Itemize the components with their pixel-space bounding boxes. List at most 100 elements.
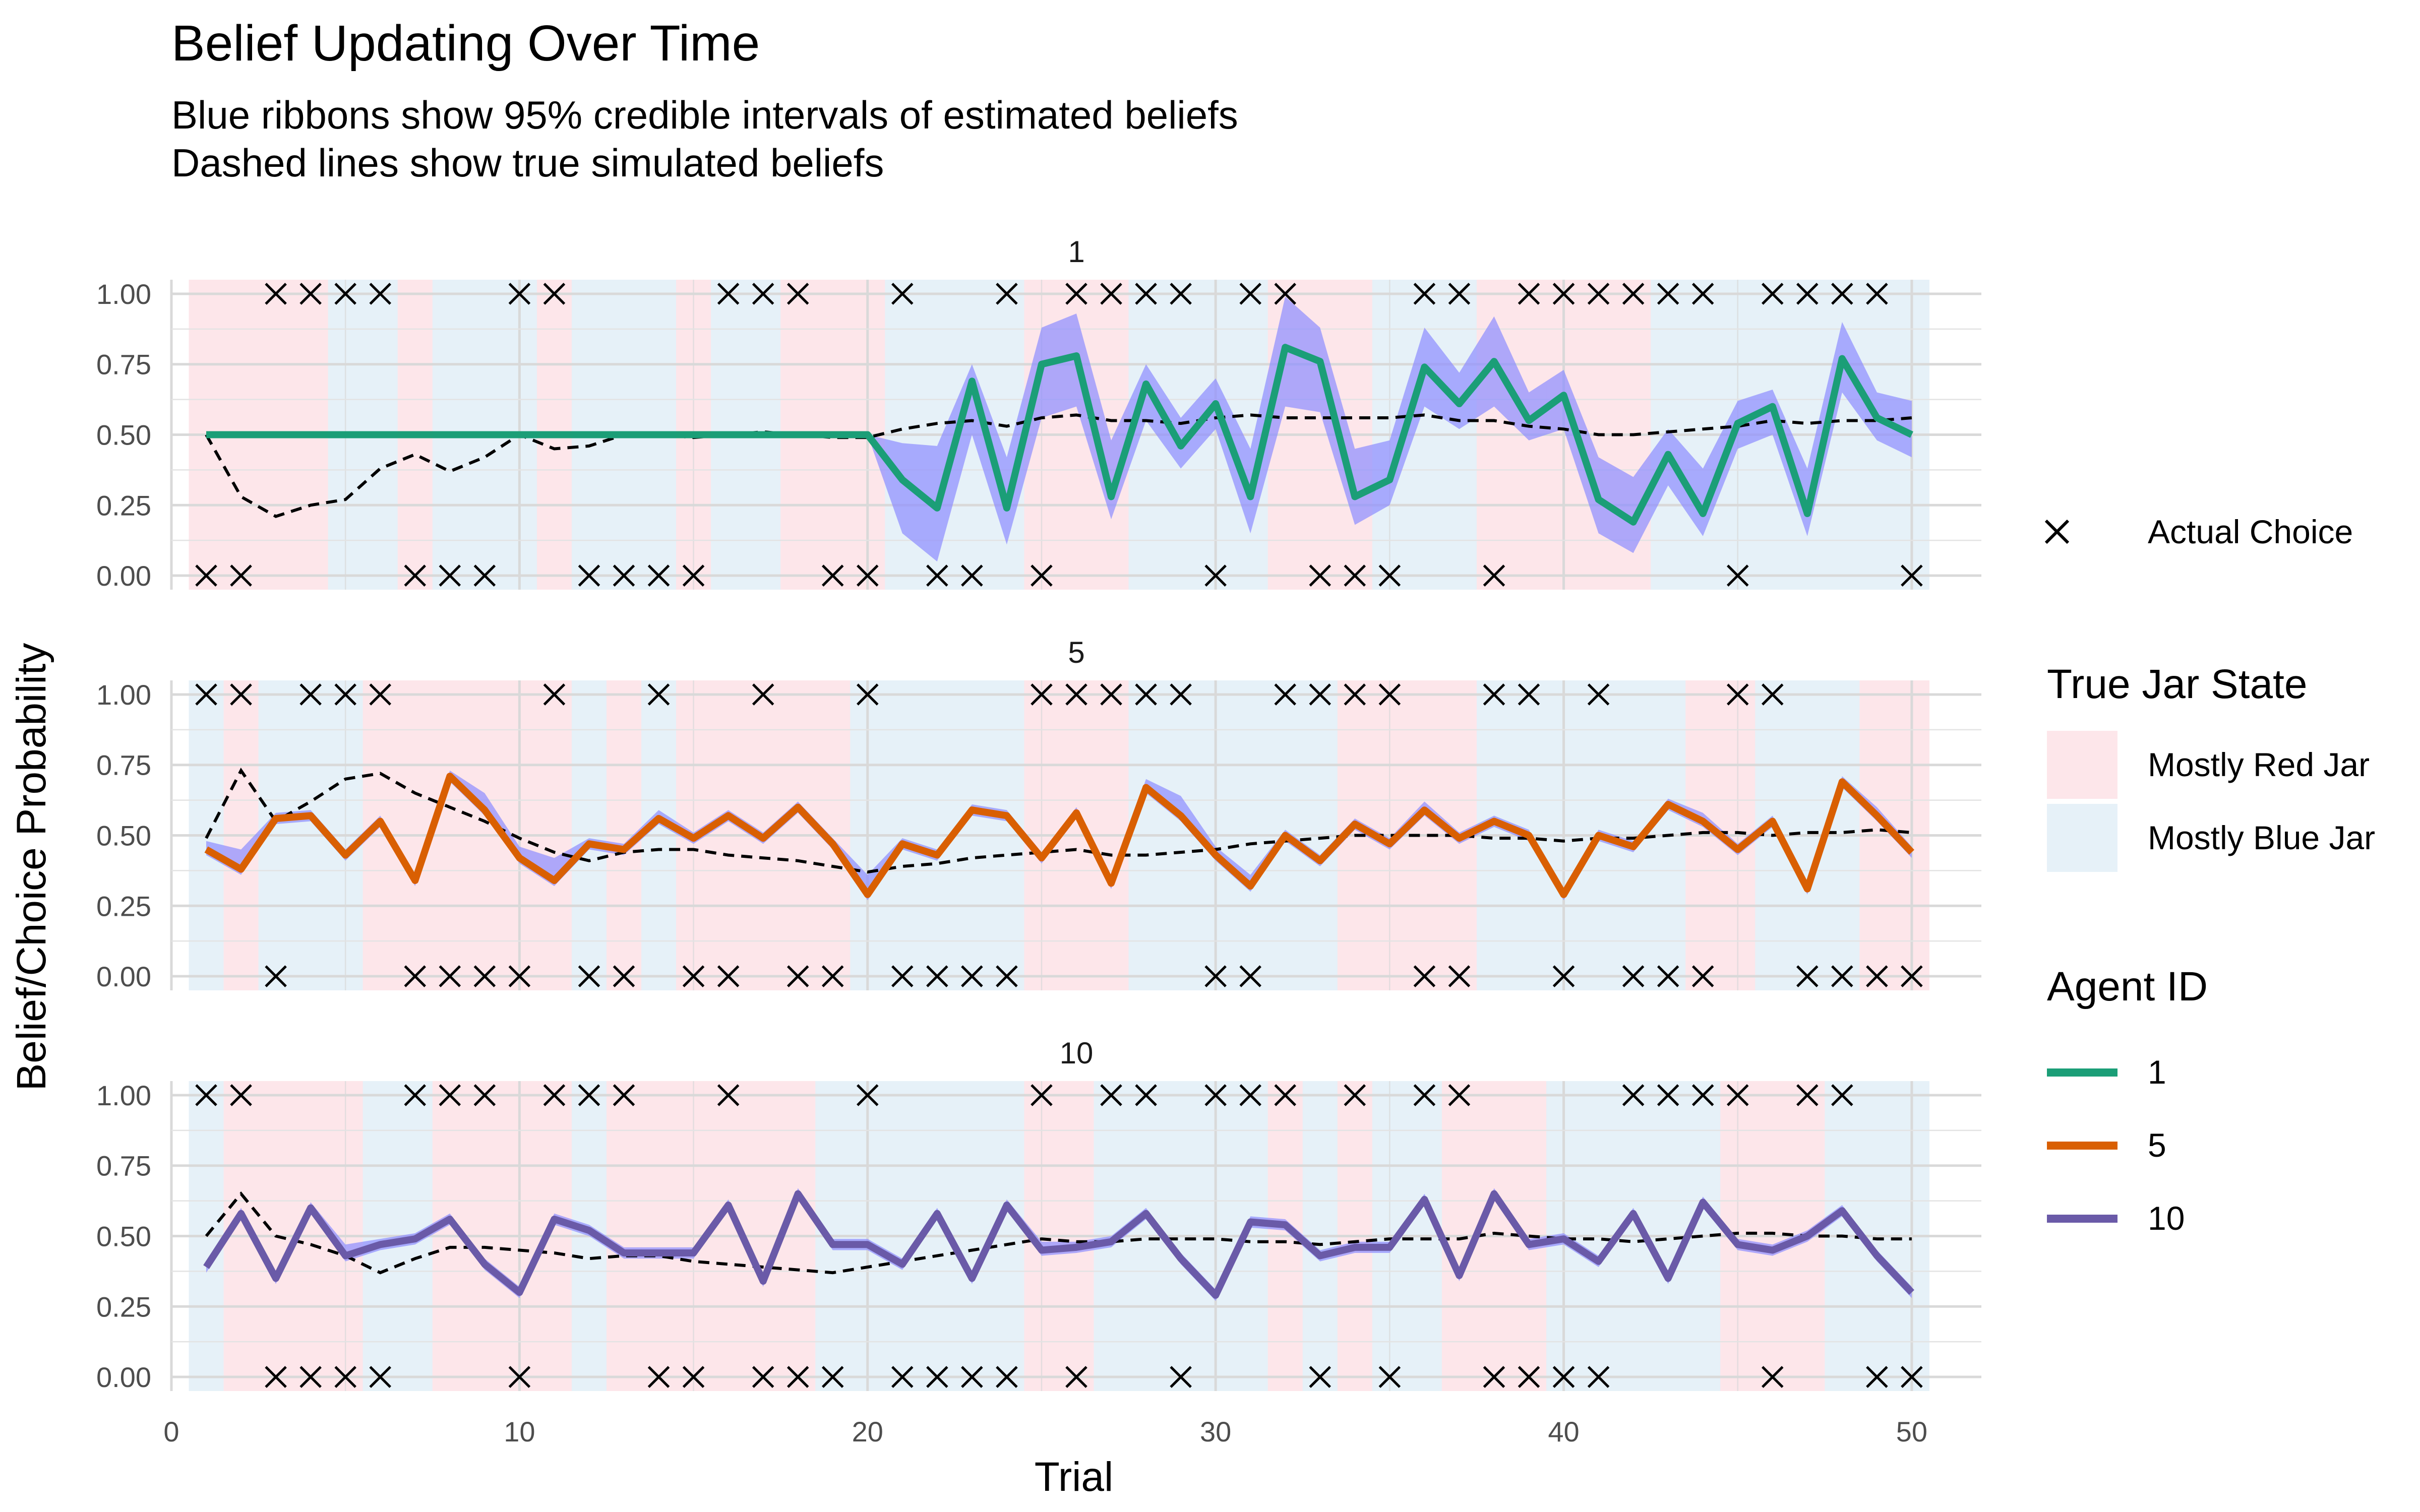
x-tick-label: 20 xyxy=(852,1416,883,1447)
choice-marker xyxy=(891,283,914,305)
choice-marker xyxy=(857,1084,879,1106)
choice-marker xyxy=(1170,1366,1192,1388)
y-tick-label: 0.75 xyxy=(96,349,151,381)
choice-marker xyxy=(786,283,809,305)
true-belief-line xyxy=(205,413,1912,518)
choice-marker xyxy=(1831,283,1853,305)
choice-marker xyxy=(439,965,461,987)
choice-marker xyxy=(1657,283,1679,305)
choice-marker xyxy=(1796,283,1819,305)
choice-marker xyxy=(1170,683,1192,706)
choice-marker xyxy=(613,564,635,587)
choice-marker xyxy=(473,965,496,987)
choice-marker xyxy=(195,1084,217,1106)
belief-line-agent-5 xyxy=(204,773,1914,898)
y-tick-label: 0.25 xyxy=(96,1291,151,1322)
choice-marker xyxy=(717,283,740,305)
choice-marker xyxy=(1866,1366,1888,1388)
choice-marker xyxy=(682,1366,705,1388)
choice-marker xyxy=(1726,564,1749,587)
choice-marker xyxy=(1831,1084,1853,1106)
y-tick-label: 0.25 xyxy=(96,489,151,521)
legend-choice: Actual Choice xyxy=(2044,513,2353,550)
choice-marker xyxy=(752,283,774,305)
choice-marker xyxy=(404,965,427,987)
x-tick-label: 30 xyxy=(1200,1416,1231,1447)
choice-marker xyxy=(647,683,670,706)
true-belief-line xyxy=(205,768,1912,874)
legend-blue-jar-label: Mostly Blue Jar xyxy=(2148,819,2375,856)
y-tick-label: 1.00 xyxy=(96,278,151,310)
choice-marker xyxy=(1274,683,1296,706)
choice-marker xyxy=(1309,683,1332,706)
choice-marker xyxy=(1239,965,1261,987)
choice-marker xyxy=(1587,283,1610,305)
choice-marker xyxy=(1901,1366,1923,1388)
choice-marker xyxy=(1413,283,1436,305)
choice-marker xyxy=(1378,1366,1401,1388)
credible-interval-ribbon xyxy=(206,296,1912,562)
choice-marker xyxy=(682,564,705,587)
choice-marker xyxy=(1170,283,1192,305)
choice-marker xyxy=(230,1084,252,1106)
y-tick-label: 1.00 xyxy=(96,679,151,711)
choice-marker xyxy=(543,683,566,706)
legend-agent-5-label: 5 xyxy=(2148,1126,2166,1164)
y-tick-label: 0.00 xyxy=(96,1361,151,1393)
choice-marker xyxy=(926,564,948,587)
choice-marker xyxy=(613,965,635,987)
choice-marker xyxy=(334,283,356,305)
panel-agent-1: 1 0.00 0.25 0.50 0.75 1.00 xyxy=(96,235,1981,592)
choice-marker xyxy=(265,965,287,987)
choice-marker xyxy=(961,564,983,587)
choice-marker xyxy=(1031,564,1053,587)
choice-marker xyxy=(1762,283,1784,305)
x-tick-label: 10 xyxy=(504,1416,535,1447)
choice-marker xyxy=(1587,683,1610,706)
choice-marker xyxy=(1657,1084,1679,1106)
choice-marker xyxy=(1344,683,1366,706)
legend-blue-jar-swatch xyxy=(2047,804,2118,872)
choice-marker xyxy=(961,1366,983,1388)
choice-marker xyxy=(1552,965,1575,987)
choice-marker xyxy=(1204,564,1227,587)
choice-marker xyxy=(891,965,914,987)
choice-marker xyxy=(682,965,705,987)
choice-marker xyxy=(1691,1084,1714,1106)
choice-marker xyxy=(439,1084,461,1106)
choice-marker xyxy=(1204,1084,1227,1106)
panel-strip-label: 5 xyxy=(1068,636,1084,669)
choice-marker xyxy=(1309,1366,1332,1388)
choice-marker xyxy=(1691,965,1714,987)
choice-marker xyxy=(1866,965,1888,987)
choice-marker xyxy=(404,564,427,587)
choice-marker xyxy=(786,965,809,987)
legend: Actual Choice True Jar State Mostly Red … xyxy=(2044,513,2375,1237)
y-axis-label: Belief/Choice Probability xyxy=(9,643,54,1091)
choice-marker xyxy=(1831,965,1853,987)
choice-marker xyxy=(1518,1366,1540,1388)
choice-marker xyxy=(508,965,531,987)
legend-agent-title: Agent ID xyxy=(2047,964,2208,1010)
panel-strip-label: 1 xyxy=(1068,235,1084,269)
x-tick-label: 40 xyxy=(1548,1416,1579,1447)
choice-marker xyxy=(299,283,322,305)
choice-marker xyxy=(1031,683,1053,706)
choice-marker xyxy=(1239,1084,1261,1106)
choice-marker xyxy=(1448,283,1471,305)
choice-marker xyxy=(1065,283,1087,305)
choice-marker xyxy=(1065,1366,1087,1388)
choice-marker xyxy=(265,283,287,305)
choice-marker xyxy=(543,1084,566,1106)
panel-strip-label: 10 xyxy=(1060,1036,1094,1070)
choice-marker xyxy=(647,564,670,587)
choice-marker xyxy=(926,965,948,987)
choice-marker xyxy=(1309,564,1332,587)
panel-agent-5: 5 0.00 0.25 0.50 0.75 1.00 xyxy=(96,636,1981,992)
panels-area: 1 0.00 0.25 0.50 0.75 1.00 5 0.00 0.25 0.50 0.75 1.… xyxy=(96,235,1981,1447)
choice-marker xyxy=(1344,564,1366,587)
choice-marker xyxy=(334,683,356,706)
legend-agent-1-label: 1 xyxy=(2148,1053,2166,1091)
chart-subtitle-line-2: Dashed lines show true simulated beliefs xyxy=(171,141,884,185)
